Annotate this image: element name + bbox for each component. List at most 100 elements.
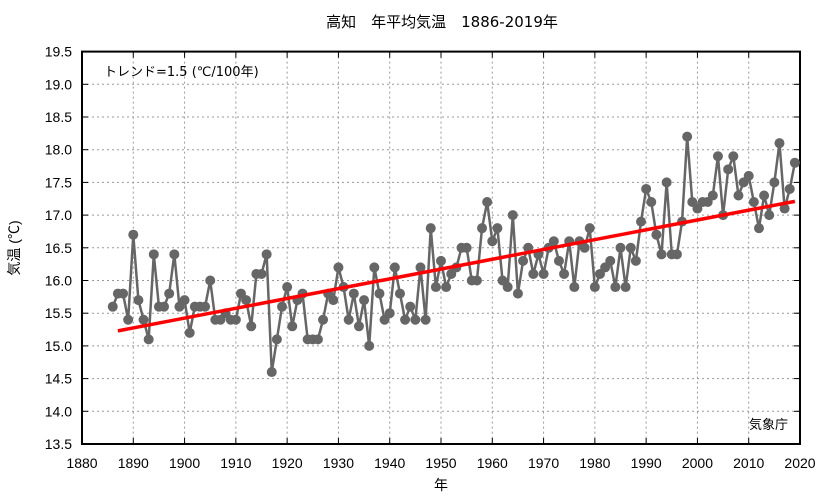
temperature-point <box>774 138 785 149</box>
temperature-point <box>671 249 682 260</box>
temperature-point <box>477 223 488 234</box>
temperature-point <box>400 314 411 325</box>
temperature-point <box>359 295 370 306</box>
temperature-point <box>436 255 446 266</box>
x-tick-label: 1880 <box>66 455 97 471</box>
temperature-point <box>753 223 764 234</box>
temperature-point <box>405 301 416 312</box>
source-annotation: 気象庁 <box>749 417 788 433</box>
y-tick-label: 17.0 <box>45 207 72 223</box>
temperature-point <box>784 183 795 194</box>
temperature-point <box>369 262 380 273</box>
y-axis-label: 気温 (℃) <box>6 220 22 275</box>
temperature-point <box>548 236 559 247</box>
temperature-point <box>646 197 657 208</box>
temperature-point <box>528 268 539 279</box>
temperature-point <box>471 275 482 286</box>
temperature-point <box>512 288 523 299</box>
temperature-point <box>287 321 298 332</box>
temperature-point <box>266 367 277 378</box>
y-tick-label: 16.0 <box>45 273 72 289</box>
temperature-point <box>502 282 513 293</box>
temperature-point <box>256 268 267 279</box>
temperature-point <box>118 288 129 299</box>
x-tick-label: 2000 <box>682 455 713 471</box>
y-tick-label: 15.5 <box>45 305 72 321</box>
temperature-point <box>769 177 780 188</box>
temperature-line <box>111 136 797 373</box>
y-tick-label: 13.5 <box>45 436 72 452</box>
temperature-point <box>584 223 595 234</box>
x-tick-label: 1930 <box>323 455 354 471</box>
x-tick-label: 1980 <box>579 455 610 471</box>
temperature-point <box>723 164 734 175</box>
y-tick-labels: 13.5 14.0 14.5 15.0 15.5 16.0 16.5 17.0 17.5 18.0… <box>45 44 72 452</box>
temperature-point <box>123 314 134 325</box>
temperature-point <box>282 282 293 293</box>
temperature-point <box>553 255 564 266</box>
x-tick-label: 1940 <box>374 455 405 471</box>
grid <box>82 51 800 444</box>
x-tick-label: 1920 <box>272 455 303 471</box>
temperature-point <box>420 314 431 325</box>
temperature-point <box>374 288 385 299</box>
axis-ticks <box>81 51 801 445</box>
temperature-point <box>205 275 216 286</box>
temperature-point <box>569 282 580 293</box>
temperature-point <box>430 282 441 293</box>
temperature-point <box>148 249 159 260</box>
temperature-point <box>394 288 405 299</box>
temperature-point <box>518 255 529 266</box>
temperature-point <box>579 242 590 253</box>
temperature-series <box>107 131 800 378</box>
temperature-point <box>743 170 754 181</box>
temperature-point <box>241 295 252 306</box>
temperature-point <box>733 190 744 201</box>
y-tick-label: 16.5 <box>45 240 72 256</box>
y-tick-label: 18.0 <box>45 142 72 158</box>
temperature-point <box>343 314 354 325</box>
temperature-point <box>461 242 472 253</box>
temperature-point <box>610 282 621 293</box>
x-tick-labels: 1880 1890 1900 1910 1920 1930 1940 1950 1960 1970… <box>66 455 815 471</box>
y-tick-label: 19.0 <box>45 76 72 92</box>
temperature-point <box>651 229 662 240</box>
temperature-point <box>384 308 395 319</box>
temperature-point <box>230 314 241 325</box>
temperature-point <box>425 223 436 234</box>
temperature-point <box>620 282 631 293</box>
temperature-point <box>615 242 626 253</box>
temperature-point <box>277 301 288 312</box>
temperature-point <box>328 295 339 306</box>
temperature-point <box>169 249 180 260</box>
temperature-point <box>728 151 739 162</box>
temperature-point <box>107 301 118 312</box>
temperature-point <box>682 131 693 142</box>
temperature-point <box>261 249 272 260</box>
trend-line <box>117 199 796 333</box>
temperature-point <box>748 197 759 208</box>
x-tick-label: 1890 <box>118 455 149 471</box>
temperature-point <box>318 314 329 325</box>
y-tick-label: 18.5 <box>45 109 72 125</box>
temperature-point <box>389 262 400 273</box>
temperature-point <box>759 190 770 201</box>
temperature-point <box>415 262 426 273</box>
temperature-point <box>482 197 493 208</box>
y-tick-label: 17.5 <box>45 174 72 190</box>
temperature-point <box>656 249 667 260</box>
temperature-point <box>441 282 452 293</box>
temperature-point <box>128 229 139 240</box>
temperature-point <box>133 295 144 306</box>
temperature-point <box>143 334 154 345</box>
temperature-point <box>492 223 503 234</box>
x-tick-label: 1970 <box>528 455 559 471</box>
temperature-point <box>559 268 570 279</box>
temperature-point <box>605 255 616 266</box>
trend-series <box>117 199 796 333</box>
temperature-point <box>353 321 364 332</box>
temperature-point <box>364 340 375 351</box>
temperature-point <box>789 157 800 168</box>
temperature-point <box>589 282 600 293</box>
